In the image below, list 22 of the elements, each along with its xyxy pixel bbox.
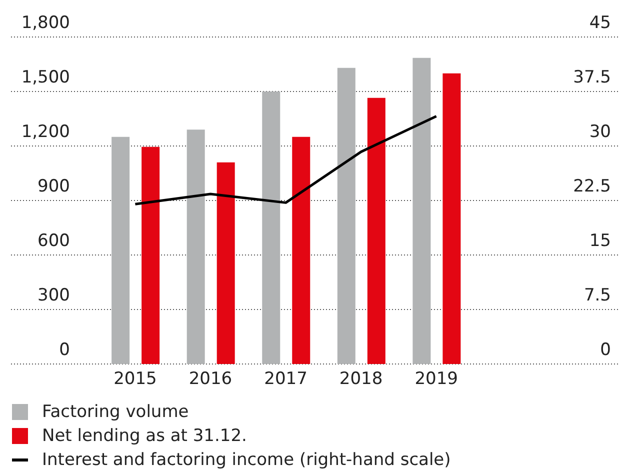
- y-tick-label: 300: [38, 286, 70, 306]
- x-tick-label: 2018: [339, 369, 383, 390]
- legend-label: Interest and factoring income (right-hand scale): [42, 449, 451, 472]
- x-tick-label: 2015: [114, 369, 157, 390]
- y2-tick-label: 45: [589, 13, 611, 33]
- y2-tick-label: 7.5: [584, 286, 611, 306]
- legend-label: Factoring volume: [42, 401, 189, 424]
- y-tick-label: 1,500: [21, 68, 70, 88]
- y2-tick-label: 30: [589, 122, 611, 142]
- x-tick-label: 2016: [188, 369, 232, 390]
- y2-tick-label: 22.5: [573, 176, 611, 196]
- y-tick-label: 0: [59, 340, 70, 360]
- legend-label: Net lending as at 31.12.: [42, 425, 247, 448]
- y-tick-label: 900: [38, 176, 70, 196]
- y-tick-label: 600: [38, 231, 70, 251]
- x-tick-label: 2019: [414, 369, 458, 390]
- y2-tick-label: 37.5: [573, 68, 611, 88]
- y2-tick-label: 0: [600, 340, 611, 360]
- y2-tick-label: 15: [589, 231, 611, 251]
- y-tick-label: 1,200: [21, 122, 70, 142]
- x-tick-label: 2017: [264, 369, 308, 390]
- y-tick-label: 1,800: [21, 13, 70, 33]
